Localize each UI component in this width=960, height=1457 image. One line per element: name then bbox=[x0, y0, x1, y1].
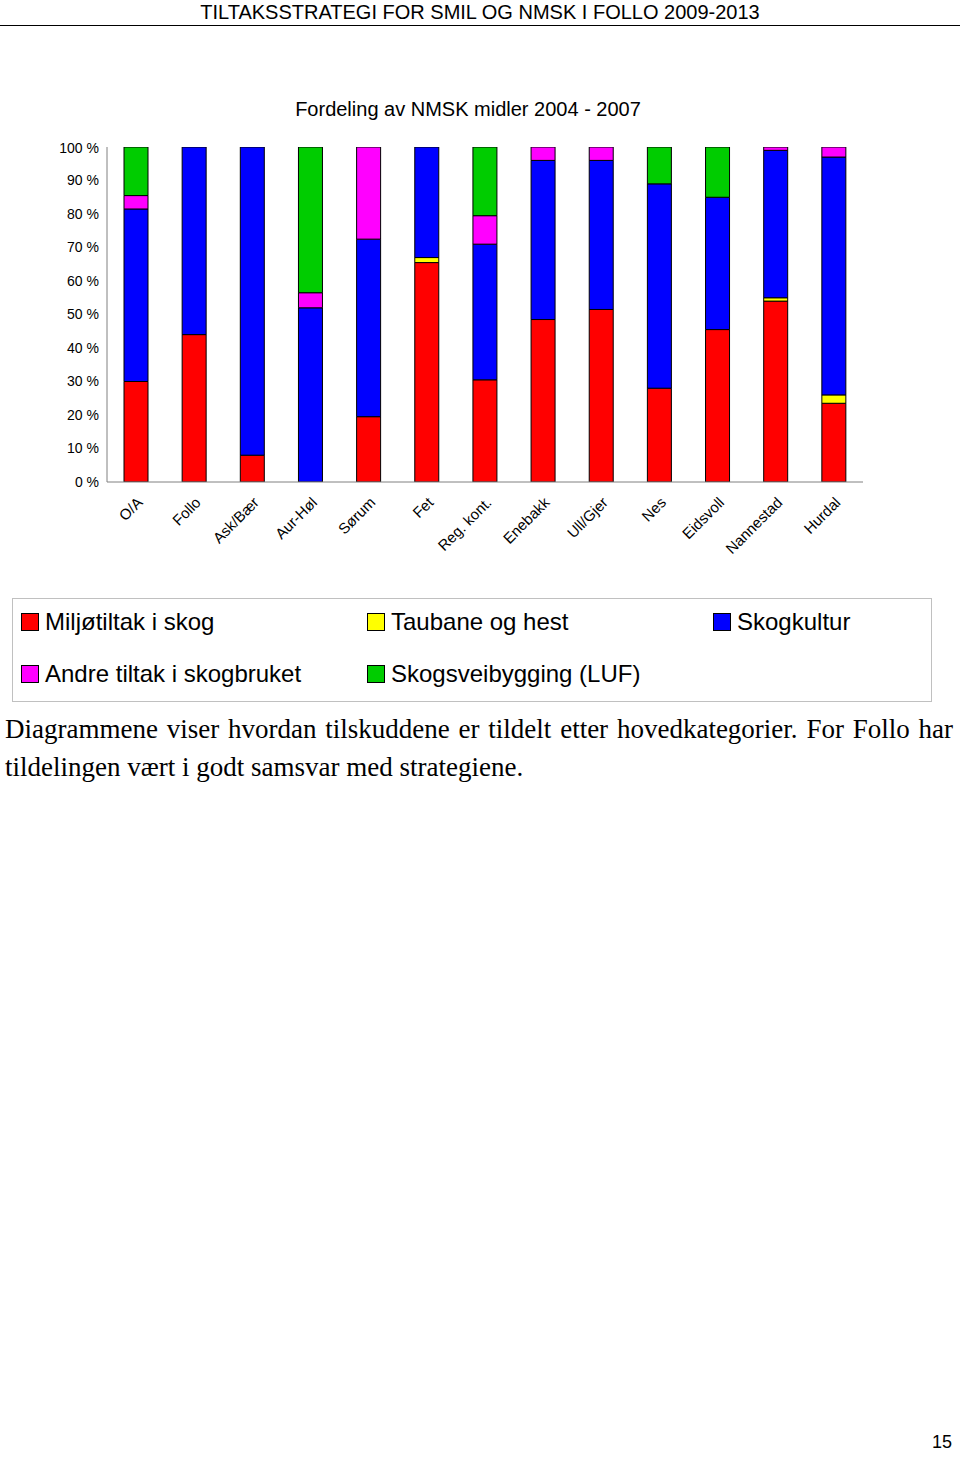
svg-text:40 %: 40 % bbox=[67, 340, 99, 356]
svg-text:Sørum: Sørum bbox=[335, 494, 379, 538]
html-text:Miljøtiltak i skog: Miljøtiltak i skog bbox=[45, 608, 215, 635]
html-text:Diagrammene viser hvordan tils: Diagrammene viser hvordan tilskuddene er… bbox=[5, 714, 953, 782]
svg-text:O/A: O/A bbox=[115, 494, 145, 524]
html-text:Fordeling av NMSK midler 2004: Fordeling av NMSK midler 2004 - 2007 bbox=[295, 98, 641, 120]
html-text:Andre tiltak i skogbruket: Andre tiltak i skogbruket bbox=[45, 660, 302, 687]
html-text:Skogkultur: Skogkultur bbox=[737, 608, 851, 635]
svg-text:10 %: 10 % bbox=[67, 440, 99, 456]
svg-text:Aur-Høl: Aur-Høl bbox=[272, 494, 321, 543]
svg-text:Reg. kont.: Reg. kont. bbox=[434, 494, 494, 554]
svg-text:Follo: Follo bbox=[169, 494, 204, 529]
svg-text:Ask/Bær: Ask/Bær bbox=[209, 494, 262, 547]
svg-text:Enebakk: Enebakk bbox=[500, 493, 554, 547]
svg-text:Fet: Fet bbox=[409, 493, 437, 521]
svg-text:100 %: 100 % bbox=[59, 140, 99, 156]
svg-text:60 %: 60 % bbox=[67, 273, 99, 289]
svg-text:30 %: 30 % bbox=[67, 373, 99, 389]
svg-text:0 %: 0 % bbox=[75, 474, 99, 490]
html-text:15: 15 bbox=[932, 1432, 952, 1452]
svg-text:90 %: 90 % bbox=[67, 172, 99, 188]
svg-text:Nes: Nes bbox=[638, 494, 669, 525]
html-text:Skogsveibygging (LUF): Skogsveibygging (LUF) bbox=[391, 660, 641, 687]
svg-text:70 %: 70 % bbox=[67, 239, 99, 255]
svg-text:Eidsvoll: Eidsvoll bbox=[679, 494, 728, 543]
svg-text:80 %: 80 % bbox=[67, 206, 99, 222]
svg-text:Ull/Gjer: Ull/Gjer bbox=[564, 494, 611, 541]
svg-text:Nannestad: Nannestad bbox=[722, 494, 785, 557]
html-text:TILTAKSSTRATEGI FOR SMIL OG NM: TILTAKSSTRATEGI FOR SMIL OG NMSK I FOLLO… bbox=[200, 1, 760, 23]
svg-text:20 %: 20 % bbox=[67, 407, 99, 423]
svg-text:Hurdal: Hurdal bbox=[800, 494, 843, 537]
html-text:Taubane og hest: Taubane og hest bbox=[391, 608, 569, 635]
svg-text:50 %: 50 % bbox=[67, 306, 99, 322]
